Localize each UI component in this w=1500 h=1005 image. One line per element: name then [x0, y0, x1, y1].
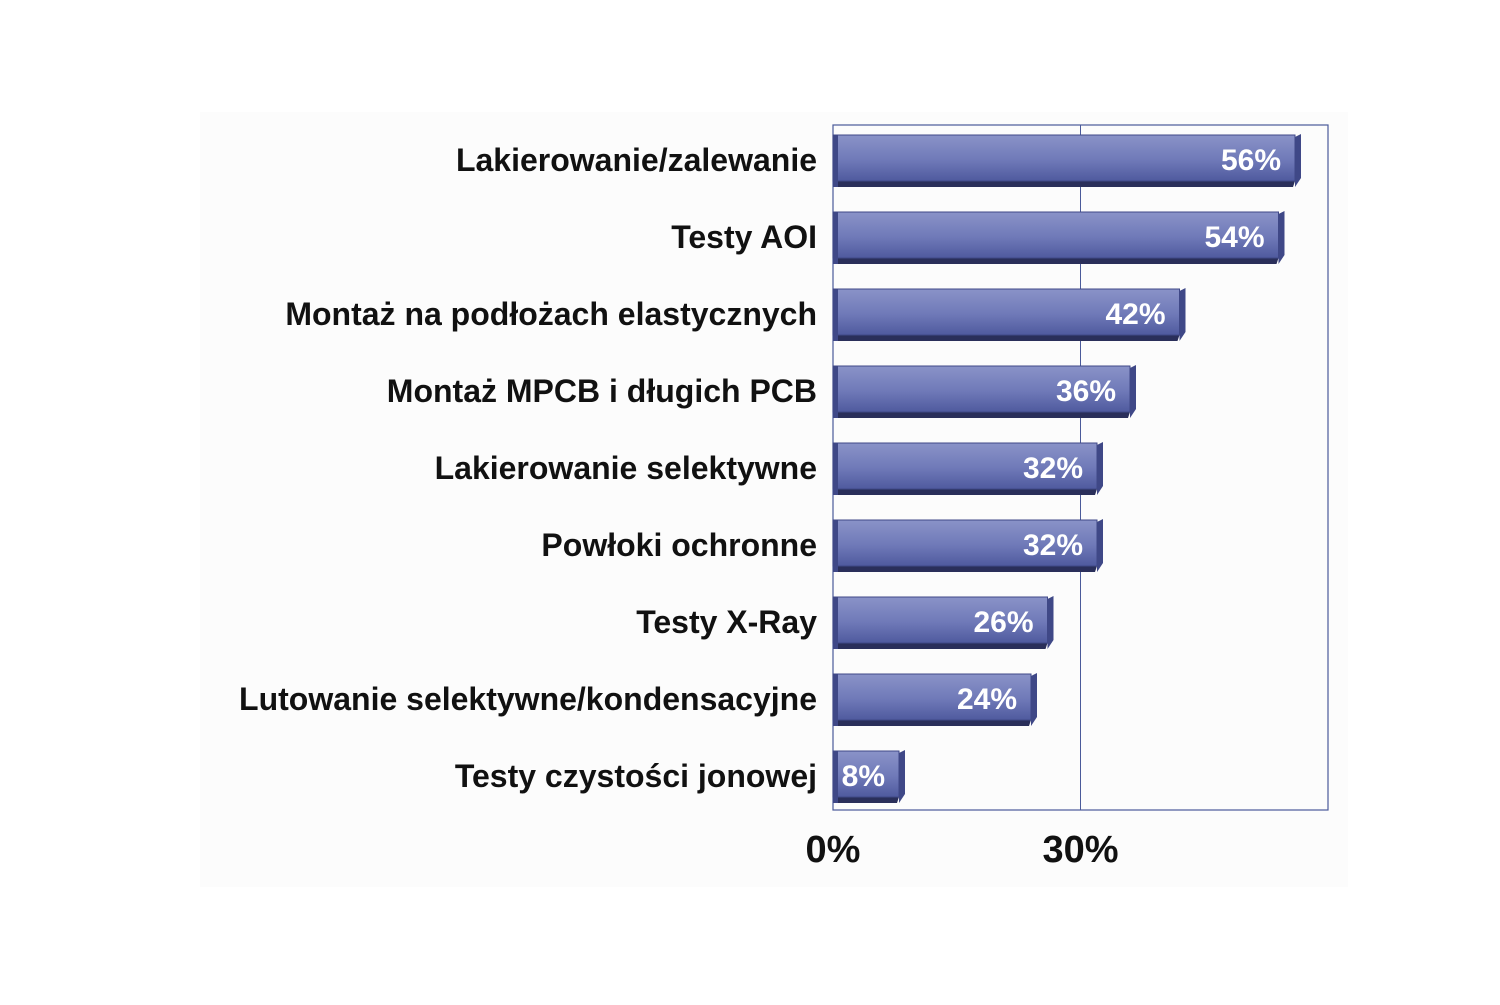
bar-shadow-5 — [833, 566, 1097, 572]
data-label-5: 32% — [1023, 529, 1083, 562]
bar-shadow-3 — [833, 412, 1130, 418]
category-label-3: Montaż MPCB i długich PCB — [387, 373, 817, 409]
category-label-8: Testy czystości jonowej — [455, 758, 817, 794]
bar-edge-4 — [833, 443, 838, 495]
bar-shadow-7 — [833, 720, 1031, 726]
category-label-5: Powłoki ochronne — [541, 527, 817, 563]
bar-side-7 — [1031, 673, 1037, 726]
bar-side-8 — [899, 750, 905, 803]
bar-edge-0 — [833, 135, 838, 187]
bar-1 — [832, 211, 1279, 259]
bar-shadow-1 — [833, 258, 1279, 264]
data-label-8: 8% — [842, 760, 885, 793]
bar-shadow-4 — [833, 489, 1097, 495]
category-label-6: Testy X-Ray — [636, 604, 817, 640]
bar-shadow-6 — [833, 643, 1048, 649]
data-label-4: 32% — [1023, 452, 1083, 485]
bar-edge-7 — [833, 674, 838, 726]
bar-edge-5 — [833, 520, 838, 572]
bar-edge-2 — [833, 289, 838, 341]
bar-side-6 — [1047, 596, 1054, 649]
bar-shadow-0 — [833, 181, 1295, 187]
bar-side-4 — [1097, 442, 1103, 495]
bar-8 — [832, 750, 900, 798]
bar-edge-3 — [833, 366, 838, 418]
category-label-4: Lakierowanie selektywne — [435, 450, 817, 486]
x-tick-label-0: 0% — [806, 829, 861, 871]
bar-7 — [832, 673, 1032, 721]
data-label-0: 56% — [1221, 144, 1281, 177]
bar-edge-8 — [833, 751, 838, 803]
bar-5 — [832, 519, 1098, 567]
bar-side-2 — [1179, 288, 1186, 341]
category-label-2: Montaż na podłożach elastycznych — [285, 296, 817, 332]
bar-side-0 — [1295, 134, 1301, 187]
category-label-0: Lakierowanie/zalewanie — [456, 142, 817, 178]
bar-side-5 — [1097, 519, 1103, 572]
bar-edge-6 — [833, 597, 838, 649]
data-label-2: 42% — [1105, 298, 1165, 331]
bar-edge-1 — [833, 212, 838, 264]
data-label-3: 36% — [1056, 375, 1116, 408]
category-label-1: Testy AOI — [671, 219, 817, 255]
category-label-7: Lutowanie selektywne/kondensacyjne — [239, 681, 817, 717]
bar-shadow-8 — [833, 797, 899, 803]
data-label-6: 26% — [973, 606, 1033, 639]
bar-side-1 — [1278, 211, 1285, 264]
data-label-1: 54% — [1204, 221, 1264, 254]
bar-side-3 — [1130, 365, 1136, 418]
data-label-7: 24% — [957, 683, 1017, 716]
bar-0 — [832, 134, 1296, 182]
bar-shadow-2 — [833, 335, 1180, 341]
x-tick-label-1: 30% — [1042, 829, 1118, 871]
bar-6 — [832, 596, 1048, 644]
